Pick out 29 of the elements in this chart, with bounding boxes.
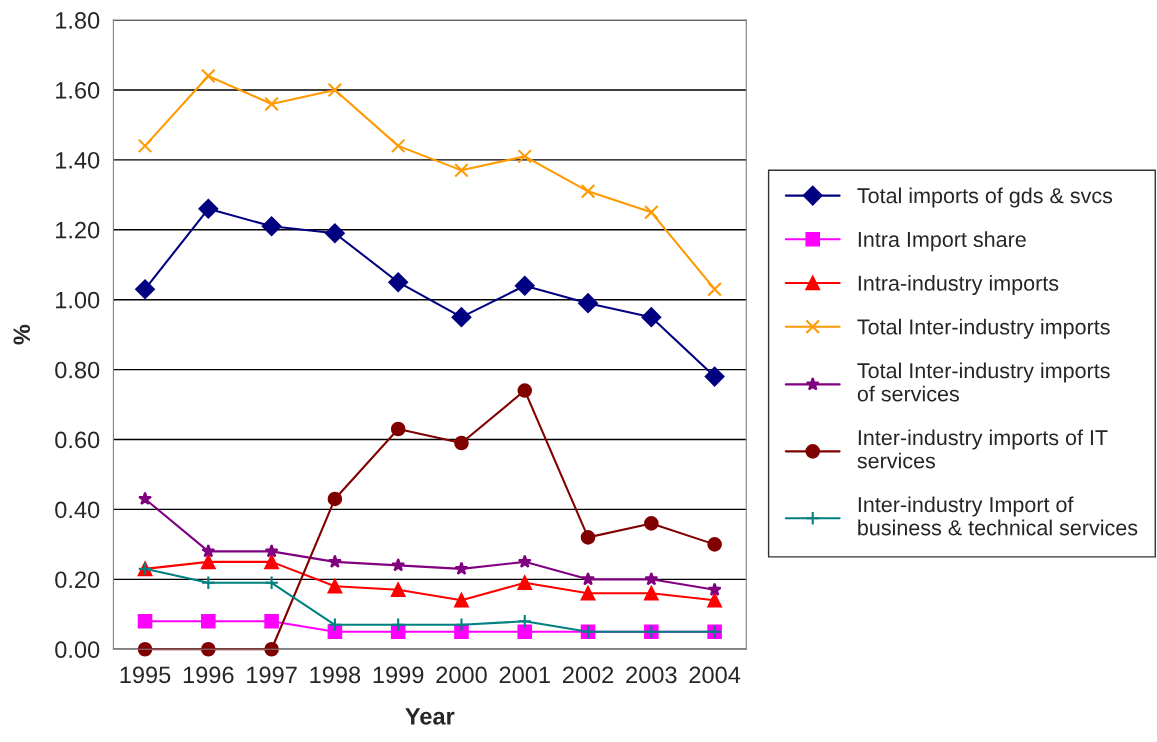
x-tick-label: 1995: [120, 666, 171, 684]
legend-label: Inter-industry Import of business & technical services: [858, 496, 1138, 536]
x-tick-label: 1996: [183, 666, 234, 684]
y-tick-label: 1.60: [56, 82, 100, 99]
y-tick-label: 1.20: [56, 221, 100, 239]
x-axis-title: Year: [405, 708, 455, 725]
x-tick-label: 2004: [689, 666, 741, 684]
legend-label: Inter-industry imports of IT services: [857, 429, 1108, 469]
y-tick-label: 0.80: [55, 361, 100, 379]
legend-label: Total imports of gds & svcs: [857, 187, 1113, 208]
y-tick-label: 1.00: [56, 291, 100, 309]
x-tick-label: 2003: [626, 666, 677, 684]
legend-label: Total Inter-industry imports of services: [857, 362, 1110, 402]
x-tick-label: 1998: [310, 666, 361, 684]
x-tick-label: 2001: [499, 666, 550, 684]
legend-label: Total Inter-industry imports: [857, 318, 1110, 339]
x-tick-label: 2002: [562, 666, 614, 684]
y-tick-label: 1.40: [56, 151, 100, 169]
y-tick-label: 0.20: [55, 571, 100, 589]
y-tick-label: 0.60: [55, 431, 100, 449]
y-tick-label: 0.00: [55, 641, 100, 659]
legend-label: Intra Import share: [858, 231, 1026, 252]
x-tick-label: 2000: [436, 666, 487, 684]
x-tick-label: 1999: [373, 666, 424, 684]
x-tick-label: 1997: [247, 666, 297, 684]
legend-label: Intra-industry imports: [858, 275, 1059, 296]
y-tick-label: 0.40: [55, 501, 100, 519]
y-tick-label: 1.80: [56, 12, 100, 29]
y-axis-title: %: [13, 324, 31, 345]
